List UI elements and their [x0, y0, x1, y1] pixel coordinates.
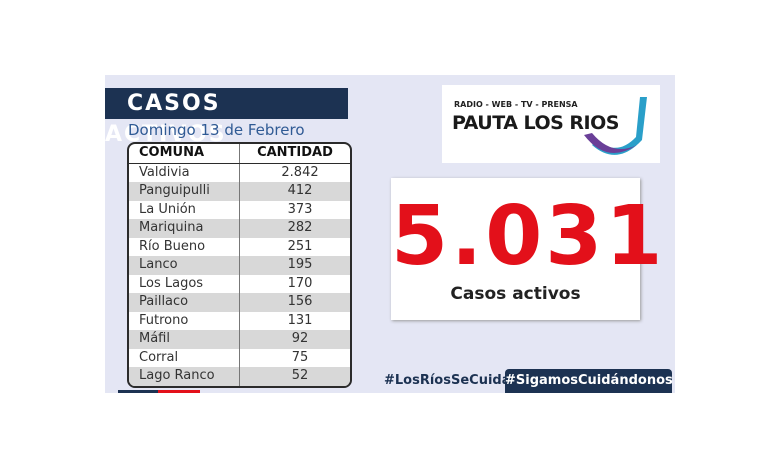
cell-count: 131 — [287, 312, 313, 328]
cell-count: 251 — [287, 238, 313, 254]
cell-count: 195 — [287, 257, 313, 272]
cell-commune: Valdivia — [129, 163, 240, 182]
cell-commune: Lanco — [129, 256, 240, 275]
cell-count: 52 — [291, 368, 309, 383]
cell-count: 282 — [287, 220, 313, 235]
hashtag: #LosRíosSeCuida — [384, 373, 511, 388]
cell-commune: Futrono — [129, 311, 240, 330]
table: COMUNA CANTIDAD Valdivia 2.842 Panguipulli… — [127, 142, 352, 388]
table-row: Máfil 92 — [129, 330, 350, 349]
strip — [158, 390, 200, 393]
cell-commune: Máfil — [129, 330, 240, 349]
logo-name: PAUTA LOS RIOS — [452, 112, 619, 134]
column-header: CANTIDAD — [257, 145, 333, 160]
table-row: Paillaco 156 — [129, 293, 350, 312]
hashtag: #SigamosCuidándonos — [505, 369, 673, 393]
total-value: 5.031 — [391, 189, 666, 284]
total-label: Casos activos — [450, 284, 581, 304]
cell-count: 75 — [291, 349, 309, 365]
table-row: Corral 75 — [129, 348, 350, 367]
table-row: Lago Ranco 52 — [129, 367, 350, 386]
logo — [442, 85, 660, 163]
cell-count: 170 — [287, 275, 313, 291]
table-row: Panguipulli 412 — [129, 182, 350, 201]
table-row: La Unión 373 — [129, 200, 350, 219]
date: Domingo 13 de Febrero — [128, 121, 305, 139]
cell-count: 412 — [287, 183, 313, 198]
cell-commune: Paillaco — [129, 293, 240, 312]
table-row: Mariquina 282 — [129, 219, 350, 238]
cell-count: 373 — [287, 201, 313, 217]
table-row: Los Lagos 170 — [129, 274, 350, 293]
cell-commune: Mariquina — [129, 219, 240, 238]
table-row: Río Bueno 251 — [129, 237, 350, 256]
table-row: Futrono 131 — [129, 311, 350, 330]
strip — [118, 390, 158, 393]
cell-count: 156 — [287, 294, 313, 309]
logo-tagline: RADIO - WEB - TV - PRENSA — [454, 100, 578, 109]
title: CASOS ACTIVOS — [105, 88, 348, 147]
cell-count: 2.842 — [281, 164, 319, 180]
table-row: Lanco 195 — [129, 256, 350, 275]
logo-swoosh — [584, 97, 647, 155]
cell-commune: Panguipulli — [129, 182, 240, 201]
cell-commune: Corral — [129, 348, 240, 367]
table-row: Valdivia 2.842 — [129, 163, 350, 182]
column-header: COMUNA — [129, 144, 240, 163]
header-row: COMUNA CANTIDAD — [129, 144, 350, 164]
total-box — [391, 178, 640, 320]
cell-commune: La Unión — [129, 200, 240, 219]
cell-commune: Lago Ranco — [129, 367, 240, 386]
cell-count: 92 — [291, 331, 309, 346]
cell-commune: Los Lagos — [129, 274, 240, 293]
cell-commune: Río Bueno — [129, 237, 240, 256]
